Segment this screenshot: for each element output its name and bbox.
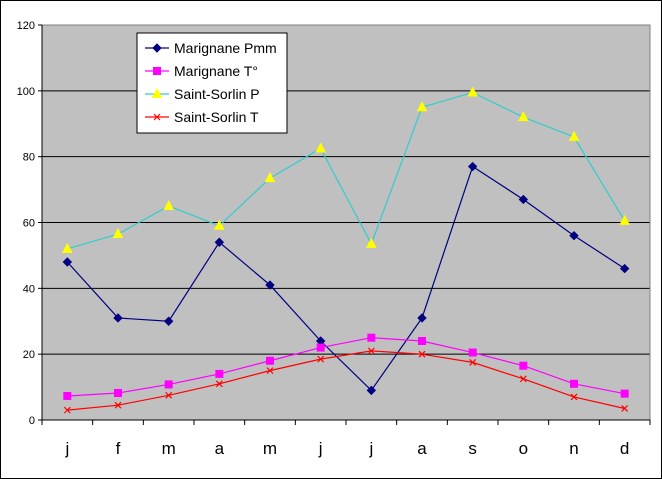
series-line xyxy=(67,91,626,250)
axes: 0 20 40 60 80 100 120 j f m a m j j a s o n d xyxy=(17,20,651,458)
data-point xyxy=(265,280,275,290)
data-point xyxy=(215,380,223,388)
legend-entry: Marignane Pmm xyxy=(145,40,277,56)
data-point xyxy=(468,348,477,357)
data-point xyxy=(469,358,477,366)
data-point xyxy=(467,161,478,172)
data-point xyxy=(114,389,122,398)
data-point xyxy=(519,375,527,383)
legend-label: Saint-Sorlin T xyxy=(174,109,259,125)
legend: Marignane Pmm Marignane T° Saint-Sorlin P S… xyxy=(136,32,288,134)
series-line xyxy=(66,165,625,392)
data-point xyxy=(418,350,426,358)
x-tick-label: m xyxy=(263,439,277,458)
legend-swatch-marker xyxy=(153,67,161,75)
legend-label: Marignane Pmm xyxy=(174,40,277,56)
data-point xyxy=(367,333,376,342)
legend-swatch-marker xyxy=(152,43,162,53)
y-tick-label: 60 xyxy=(23,218,35,230)
x-tick-label: a xyxy=(215,439,225,458)
y-tick-label: 100 xyxy=(17,86,35,98)
legend-entry: Saint-Sorlin T xyxy=(145,109,259,125)
series-line xyxy=(67,337,625,397)
legend-swatch-marker xyxy=(153,113,161,121)
y-tick-label: 80 xyxy=(23,152,35,164)
data-point xyxy=(316,343,325,352)
series-4 xyxy=(63,347,629,414)
legend-label: Saint-Sorlin P xyxy=(174,86,260,102)
data-point xyxy=(264,171,276,183)
legend-label: Marignane T° xyxy=(174,63,258,79)
data-point xyxy=(114,401,122,409)
data-point xyxy=(315,142,326,153)
x-tick-label: f xyxy=(116,439,121,458)
data-point xyxy=(570,379,578,388)
data-point xyxy=(519,361,528,370)
data-point xyxy=(417,313,427,323)
x-tick-label: j xyxy=(64,439,69,458)
data-point xyxy=(569,230,579,241)
data-point xyxy=(215,369,224,378)
x-tick-label: m xyxy=(162,439,176,458)
x-tick-label: o xyxy=(519,439,528,458)
data-point xyxy=(214,219,225,230)
data-point xyxy=(163,199,174,211)
series-1 xyxy=(62,161,630,396)
data-point xyxy=(418,337,426,345)
data-point xyxy=(619,263,630,274)
data-point xyxy=(266,367,274,375)
data-point xyxy=(568,130,580,141)
legend-box xyxy=(136,32,288,134)
legend-entry: Marignane T° xyxy=(145,63,258,79)
data-point xyxy=(317,355,325,363)
data-point xyxy=(165,391,173,399)
data-point xyxy=(366,385,377,396)
data-point xyxy=(163,316,174,326)
data-point xyxy=(62,242,73,253)
plot-area xyxy=(41,24,651,421)
data-point xyxy=(518,111,529,122)
data-point xyxy=(416,101,428,112)
data-point xyxy=(62,257,73,267)
y-tick-label: 40 xyxy=(23,283,35,295)
data-point xyxy=(621,405,629,412)
x-tick-label: a xyxy=(417,439,427,458)
series-2 xyxy=(63,333,629,400)
data-point xyxy=(214,237,225,247)
series-group xyxy=(62,86,630,414)
legend-swatch-marker xyxy=(151,87,163,98)
series-3 xyxy=(62,86,630,253)
series-line xyxy=(67,350,625,411)
y-tick-label: 20 xyxy=(23,349,35,361)
data-point xyxy=(467,86,478,97)
x-tick-label: j xyxy=(368,439,373,458)
x-tick-label: n xyxy=(569,439,578,458)
data-point xyxy=(620,389,629,398)
data-point xyxy=(570,393,578,401)
x-tick-label: s xyxy=(468,439,477,458)
data-point xyxy=(367,347,375,355)
data-point xyxy=(63,406,71,414)
data-point xyxy=(112,227,124,239)
data-point xyxy=(518,194,529,205)
data-point xyxy=(113,313,123,323)
y-tick-label: 0 xyxy=(29,415,35,427)
x-tick-label: d xyxy=(620,439,629,458)
data-point xyxy=(63,391,72,400)
data-point xyxy=(619,214,630,225)
data-point xyxy=(366,237,377,248)
x-tick-label: j xyxy=(318,439,323,458)
y-tick-label: 120 xyxy=(17,20,35,32)
data-point xyxy=(164,380,173,389)
data-point xyxy=(266,356,274,365)
legend-entry: Saint-Sorlin P xyxy=(145,86,260,102)
